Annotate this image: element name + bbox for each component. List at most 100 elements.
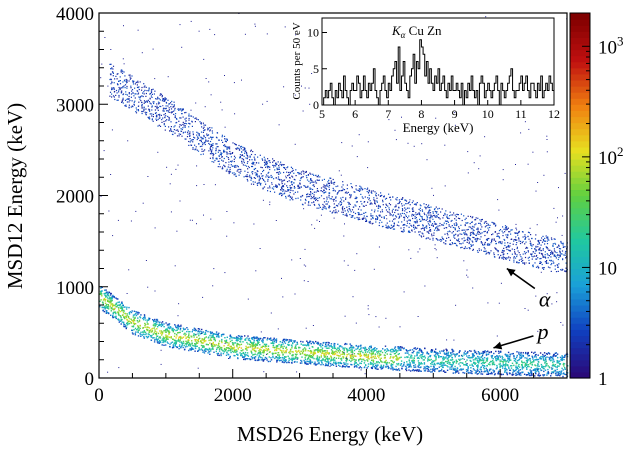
proton-band-point (186, 343, 188, 345)
alpha-band-point (268, 171, 270, 173)
proton-band-point (373, 347, 375, 350)
proton-band-point (175, 327, 178, 329)
proton-band-point (264, 337, 266, 339)
proton-band-point (259, 359, 261, 361)
proton-band-point (239, 344, 241, 346)
proton-band-point (398, 349, 401, 351)
alpha-band-point (280, 189, 282, 191)
alpha-band-point (173, 110, 175, 112)
alpha-band-point (532, 256, 534, 258)
alpha-band-point (451, 242, 453, 244)
alpha-band-point (253, 156, 255, 158)
proton-band-point (229, 335, 231, 337)
proton-band-point (140, 335, 142, 337)
proton-band-point (203, 349, 206, 351)
alpha-band-point (233, 174, 235, 176)
proton-band-point (536, 359, 539, 361)
alpha-band-point (456, 224, 458, 226)
proton-band-point (307, 344, 310, 347)
alpha-band-point (385, 209, 388, 211)
alpha-band-point (464, 239, 466, 241)
alpha-band-point (346, 192, 348, 194)
alpha-band-point (286, 167, 288, 169)
alpha-band-point (507, 227, 509, 229)
alpha-band-point (333, 210, 335, 212)
proton-band-point (559, 360, 561, 362)
proton-band-point (426, 351, 428, 353)
proton-band-point (158, 342, 160, 344)
alpha-band-point (184, 126, 186, 128)
alpha-band-point (360, 200, 362, 203)
proton-band-point (358, 367, 360, 369)
alpha-band-point (277, 161, 279, 163)
alpha-band-point (271, 182, 273, 184)
proton-band-point (133, 319, 136, 322)
alpha-band-point (112, 68, 114, 70)
alpha-band-point (212, 143, 214, 145)
alpha-band-point (356, 197, 358, 199)
proton-band-point (159, 330, 161, 332)
proton-band-point (193, 345, 195, 347)
proton-band-point (531, 355, 533, 357)
alpha-band-point (502, 235, 504, 237)
alpha-band-point (529, 240, 531, 242)
proton-band-point (401, 367, 403, 369)
alpha-band-point (558, 245, 560, 247)
alpha-band-point (315, 191, 317, 193)
alpha-band-point (277, 176, 280, 178)
proton-band-point (179, 339, 181, 341)
proton-band-point (254, 345, 256, 347)
alpha-band-point (423, 229, 425, 231)
proton-band-point (500, 351, 502, 353)
proton-band-point (127, 315, 130, 318)
alpha-band-point (479, 219, 481, 221)
alpha-band-point (431, 233, 433, 235)
proton-band-point (294, 358, 296, 360)
proton-band-point (557, 373, 559, 376)
proton-band-point (363, 353, 365, 355)
alpha-band-point (447, 217, 449, 219)
proton-band-point (392, 357, 394, 359)
alpha-band-point (163, 114, 165, 116)
proton-band-point (352, 356, 354, 359)
proton-band-point (333, 347, 336, 349)
alpha-band-point (294, 179, 296, 181)
alpha-band-point (264, 164, 266, 166)
proton-band-point (533, 352, 535, 354)
alpha-band-point (275, 177, 277, 179)
proton-band-point (305, 344, 308, 347)
alpha-band-point (395, 204, 397, 206)
alpha-band-point (525, 246, 528, 248)
alpha-band-point (269, 160, 271, 162)
proton-band-point (412, 368, 414, 371)
proton-band-point (165, 334, 167, 336)
alpha-band-point (122, 86, 124, 88)
alpha-band-point (362, 218, 364, 220)
alpha-band-point (119, 83, 122, 85)
alpha-band-point (517, 250, 519, 252)
alpha-band-point (446, 220, 448, 222)
alpha-band-point (239, 172, 241, 174)
alpha-band-point (267, 176, 270, 178)
proton-band-point (471, 363, 473, 365)
proton-band-point (119, 303, 121, 306)
proton-band-point (308, 341, 311, 344)
alpha-band-point (466, 234, 468, 236)
alpha-band-point (466, 229, 468, 231)
proton-band-point (554, 364, 557, 366)
alpha-band-point (144, 111, 146, 113)
proton-band-point (239, 338, 242, 340)
alpha-band-point (385, 226, 387, 229)
alpha-band-point (419, 220, 421, 222)
alpha-band-point (184, 125, 186, 127)
proton-band-point (349, 343, 351, 345)
alpha-band-point (167, 105, 169, 107)
alpha-band-point (234, 173, 237, 175)
alpha-band-point (491, 239, 493, 241)
alpha-band-point (278, 165, 280, 167)
proton-band-point (229, 356, 231, 358)
alpha-band-point (435, 211, 437, 213)
alpha-band-point (323, 198, 325, 200)
alpha-band-point (130, 87, 132, 89)
proton-band-point (318, 344, 321, 346)
